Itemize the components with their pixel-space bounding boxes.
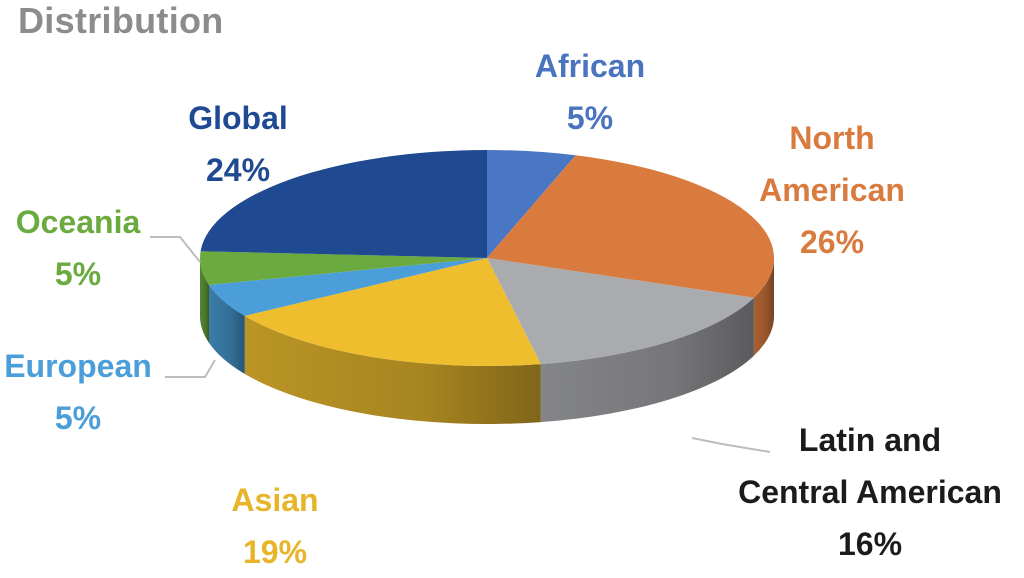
label-oceania: Oceania 5% [0,196,158,300]
label-value: 24% [205,152,271,188]
label-value: 5% [54,400,102,436]
label-name: African [534,48,646,84]
label-name: Central American [738,474,1002,510]
slice-side-shade-north-american [753,258,774,356]
slice-side-shade-asian [244,315,541,425]
chart-title: Distribution [18,0,224,41]
label-north-american: North American 26% [732,112,932,268]
label-european: European 5% [0,340,163,444]
slice-side-shade-latin-and-central-american [540,297,754,423]
slice-african [487,150,576,258]
slice-global [200,150,487,258]
label-global: Global 24% [158,92,318,196]
label-name: Latin and [798,422,942,458]
leader-lines [150,236,771,453]
label-value: 5% [54,256,102,292]
label-value: 16% [837,526,903,562]
label-asian: Asian 19% [195,474,355,578]
label-value: 5% [566,100,614,136]
slice-side-shade-oceania [200,258,210,343]
label-latin-and-central-american: Latin and Central American 16% [705,414,1024,570]
label-name: North [789,120,875,156]
label-name: European [4,348,152,384]
label-value: 26% [799,224,865,260]
label-name: American [759,172,905,208]
slice-european [209,258,487,316]
leader-line-european [165,359,216,378]
slice-side-shade-european [209,284,245,374]
leader-line-oceania [150,236,201,263]
leader-line-latin-and-central-american [691,437,771,453]
pie-sides [200,258,774,425]
label-name: Global [188,100,288,136]
pie-tops [200,150,774,366]
slice-asian [244,258,541,366]
slice-oceania [200,251,487,285]
label-african: African 5% [510,40,670,144]
slice-north-american [487,155,774,298]
slice-latin-and-central-american [487,258,754,365]
label-name: Oceania [15,204,141,240]
label-name: Asian [231,482,319,518]
label-value: 19% [242,534,308,570]
